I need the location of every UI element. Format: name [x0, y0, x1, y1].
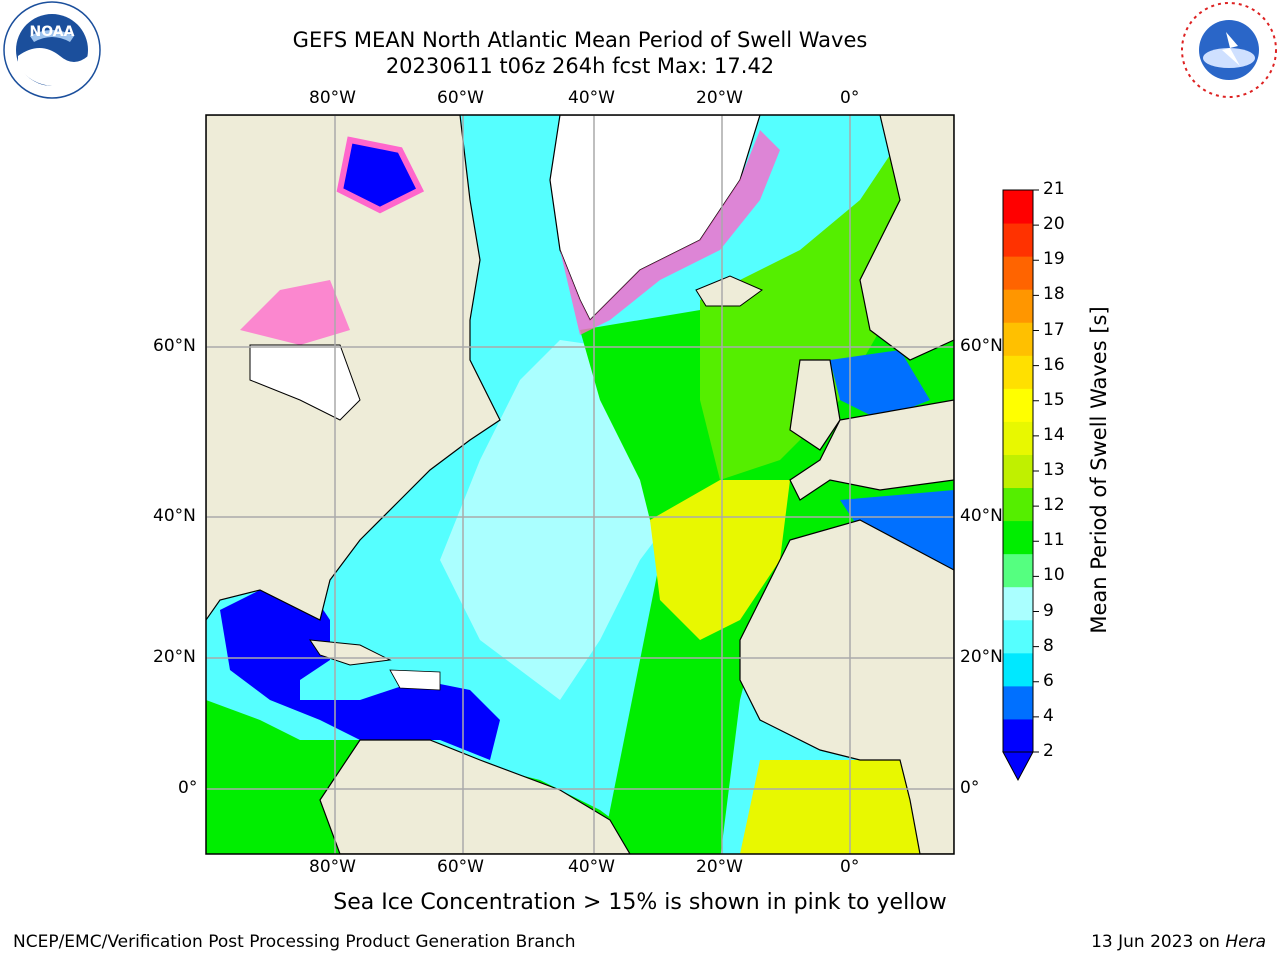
colorbar-tick-label: 9 [1043, 600, 1054, 621]
national-weather-service-logo [1181, 2, 1277, 98]
colorbar-tick-label: 13 [1043, 460, 1065, 480]
colorbar-segment [1003, 553, 1033, 588]
north-sea-low-period [830, 350, 930, 420]
lat-label-right: 0° [960, 778, 980, 798]
colorbar-tick-label: 10 [1043, 565, 1065, 586]
lon-label-bottom: 60°W [437, 857, 484, 877]
lat-label-right: 20°N [960, 647, 1003, 667]
lon-label-bottom: 0° [840, 857, 860, 877]
colorbar-tick-label: 4 [1043, 705, 1054, 726]
colorbar-segment [1003, 619, 1033, 654]
lon-label-top: 20°W [696, 88, 743, 108]
colorbar-tick-label: 18 [1043, 284, 1065, 305]
lon-label-top: 80°W [309, 88, 356, 108]
colorbar-segment [1003, 718, 1033, 753]
colorbar-segment [1003, 256, 1033, 290]
svg-text:NOAA: NOAA [30, 24, 75, 40]
colorbar-segment [1003, 421, 1033, 455]
hispaniola [389, 669, 441, 691]
europe-landmass [789, 399, 954, 501]
colorbar-tick-label: 19 [1043, 249, 1065, 270]
colorbar-segment [1003, 322, 1033, 356]
sea-ice-note: Sea Ice Concentration > 15% is shown in … [333, 890, 947, 915]
scandinavia-landmass [859, 115, 954, 361]
colorbar-tick-label: 6 [1043, 670, 1054, 691]
colorbar [1002, 189, 1039, 782]
caribbean-low-period [220, 590, 500, 760]
map-frame [205, 114, 955, 855]
chart-subtitle: 20230611 t06z 264h fcst Max: 17.42 [385, 54, 775, 78]
chart-title: GEFS MEAN North Atlantic Mean Period of … [292, 28, 868, 52]
colorbar-tick-label: 11 [1043, 530, 1065, 551]
africa-landmass [739, 519, 954, 854]
lon-label-top: 40°W [568, 88, 615, 108]
footer-date: 13 Jun 2023 on Hera [1091, 932, 1266, 952]
colorbar-tick-label: 20 [1043, 214, 1065, 235]
iceland [695, 275, 763, 307]
colorbar-segment [1003, 454, 1033, 489]
sea-ice-edge-greenland [560, 130, 780, 335]
footer-host: Hera [1225, 932, 1266, 952]
north-america-landmass [206, 115, 501, 622]
colorbar-tick-label: 15 [1043, 389, 1065, 410]
lon-label-bottom: 40°W [568, 857, 615, 877]
colorbar-segment [1003, 190, 1033, 224]
british-isles [789, 359, 841, 451]
colorbar-segment [1003, 685, 1033, 720]
colorbar-segment [1003, 355, 1033, 389]
lon-label-top: 0° [840, 88, 860, 108]
period-region-14s [650, 480, 790, 640]
colorbar-tick-label: 12 [1043, 495, 1065, 516]
mediterranean-low-period [840, 490, 954, 570]
colorbar-segment [1003, 388, 1033, 422]
lat-label-right: 40°N [960, 506, 1003, 526]
lon-label-bottom: 80°W [309, 857, 356, 877]
period-region-south-atlantic [740, 760, 954, 854]
lat-label-left: 40°N [153, 506, 196, 526]
lat-label-right: 60°N [960, 336, 1003, 356]
sea-ice-baffin [336, 136, 425, 214]
colorbar-label: Mean Period of Swell Waves [s] [1087, 306, 1111, 633]
footer-date-text: 13 Jun 2023 on [1091, 932, 1226, 952]
colorbar-segment [1003, 487, 1033, 522]
colorbar-segment [1003, 223, 1033, 257]
colorbar-extend-min [1002, 751, 1034, 782]
colorbar-tick-label: 17 [1043, 319, 1065, 340]
lat-label-left: 60°N [153, 336, 196, 356]
colorbar-segment [1003, 586, 1033, 621]
colorbar-tick-label: 21 [1043, 179, 1065, 199]
noaa-logo: NOAA [3, 1, 101, 99]
colorbar-tick-label: 8 [1043, 635, 1054, 656]
colorbar-tick-label: 14 [1043, 424, 1065, 445]
colorbar-tick-label: 2 [1043, 741, 1054, 761]
lon-label-bottom: 20°W [696, 857, 743, 877]
period-region-11-12s [700, 130, 954, 480]
lat-label-left: 0° [178, 778, 198, 798]
colorbar-segment [1003, 652, 1033, 687]
footer-credit: NCEP/EMC/Verification Post Processing Pr… [13, 932, 576, 952]
lat-label-left: 20°N [153, 647, 196, 667]
sea-ice-hudson [240, 280, 350, 345]
hudson-bay [249, 344, 361, 421]
colorbar-segment [1003, 289, 1033, 323]
lon-label-top: 60°W [437, 88, 484, 108]
colorbar-segment [1003, 520, 1033, 555]
colorbar-tick-label: 16 [1043, 354, 1065, 375]
south-america-landmass [319, 739, 631, 854]
graticule [206, 115, 954, 854]
